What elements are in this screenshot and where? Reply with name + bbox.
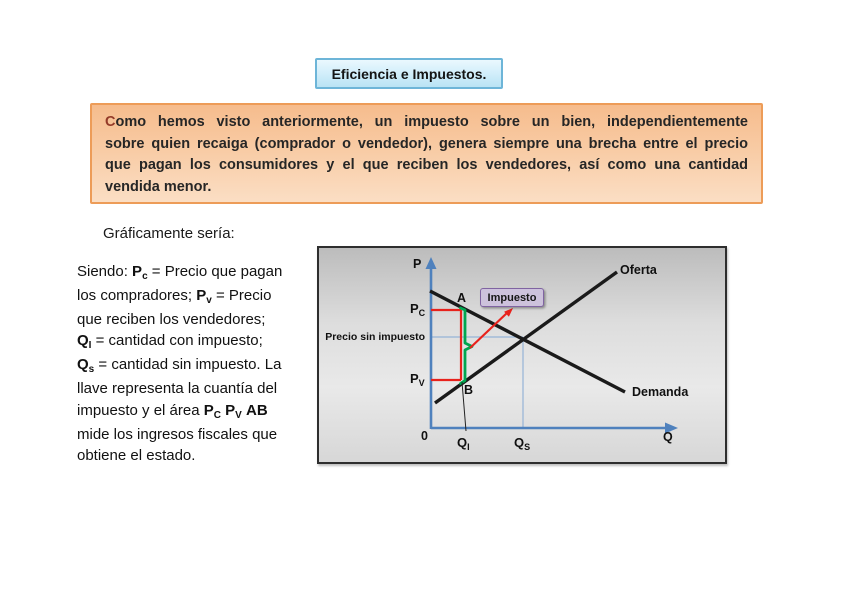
slide-title-text: Eficiencia e Impuestos. bbox=[331, 65, 487, 82]
tax-callout-text: Impuesto bbox=[487, 291, 537, 304]
legend-text-line: los compradores; Pv = Precio bbox=[77, 286, 272, 306]
tax-arrow-head-icon bbox=[504, 308, 513, 317]
point-b-label: B bbox=[464, 383, 474, 397]
tax-arrow-line bbox=[469, 311, 509, 349]
slide-title-box: Eficiencia e Impuestos. bbox=[315, 58, 503, 89]
supply-demand-chart: P Q 0 Oferta Demanda Precio sin impuesto… bbox=[317, 246, 727, 464]
legend-text-line: impuesto y el área PC PV AB bbox=[77, 401, 268, 421]
tax-callout-box: Impuesto bbox=[480, 288, 544, 307]
price-without-tax-label: Precio sin impuesto bbox=[325, 331, 425, 343]
quantity-axis-arrowhead-icon bbox=[665, 422, 678, 434]
qi-label: QI bbox=[457, 435, 470, 452]
legend-text-line: que reciben los vendedores; bbox=[77, 310, 266, 328]
legend-text-block: Siendo: Pc = Precio que pagan los comprad… bbox=[77, 261, 307, 467]
pc-label: PC bbox=[410, 301, 426, 318]
qs-label: QS bbox=[514, 435, 531, 452]
intro-line-4: vendida menor. bbox=[105, 178, 212, 195]
point-a-label: A bbox=[457, 291, 467, 305]
q-axis-label: Q bbox=[663, 430, 673, 444]
demand-label: Demanda bbox=[632, 385, 689, 399]
legend-text-line: Siendo: Pc = Precio que pagan bbox=[77, 263, 283, 282]
origin-label: 0 bbox=[421, 429, 428, 443]
tax-brace bbox=[459, 306, 474, 385]
legend-text-line: llave representa la cuantía del bbox=[77, 379, 278, 397]
legend-text-line: Qs = cantidad sin impuesto. La bbox=[77, 356, 282, 376]
pv-label: PV bbox=[410, 371, 425, 388]
intro-paragraph-box: Como hemos visto anteriormente, un impue… bbox=[90, 103, 763, 204]
supply-label: Oferta bbox=[620, 263, 657, 277]
intro-line-2: sobre quien recaiga (comprador o vendedo… bbox=[105, 135, 748, 152]
intro-dropcap: C bbox=[105, 114, 116, 130]
chart-canvas bbox=[425, 257, 678, 434]
graphically-heading: Gráficamente sería: bbox=[103, 225, 235, 242]
intro-line-3: que pagan los consumidores y el que reci… bbox=[105, 157, 748, 173]
legend-text-line: obtiene el estado. bbox=[77, 447, 196, 465]
b-to-qi-line bbox=[461, 381, 467, 432]
p-axis-label: P bbox=[413, 257, 422, 271]
legend-text-line: QI = cantidad con impuesto; bbox=[77, 332, 263, 352]
price-axis-arrowhead-icon bbox=[425, 257, 437, 269]
intro-line-1: Como hemos visto anteriormente, un impue… bbox=[105, 114, 748, 130]
legend-text-line: mide los ingresos fiscales que bbox=[77, 425, 278, 443]
